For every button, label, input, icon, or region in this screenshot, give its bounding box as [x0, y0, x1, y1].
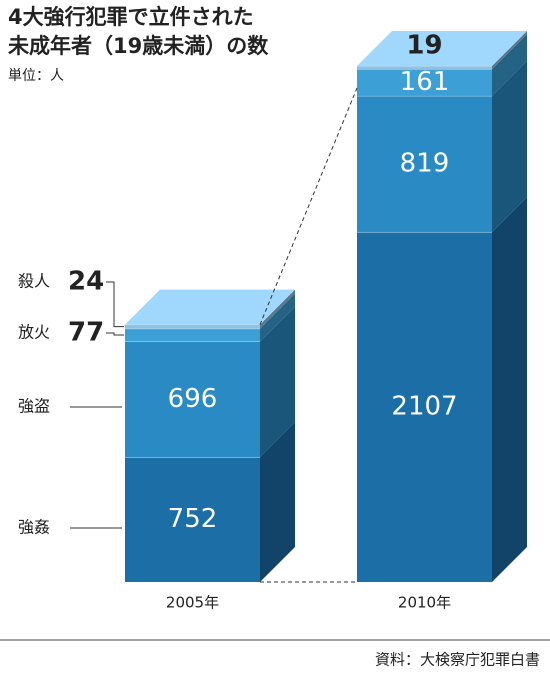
source: 資料：大検察庁犯罪白書 [375, 651, 540, 669]
subtitle: 単位：人 [8, 68, 64, 84]
legend-label: 強姦 [18, 518, 50, 537]
legend-label: 強盗 [18, 397, 50, 416]
bar-top [125, 289, 295, 325]
bar-segment [357, 69, 492, 96]
leader [106, 332, 124, 336]
bar-segment [125, 328, 260, 342]
value-label: 752 [168, 504, 218, 534]
chart-title: 4大強行犯罪で立件された [8, 5, 254, 29]
bar-segment [357, 66, 492, 70]
bar-segment [357, 95, 492, 232]
value-label: 819 [400, 148, 450, 178]
x-tick-label: 2010年 [398, 594, 451, 612]
chart-title: 未成年者（19歳未満）の数 [8, 34, 269, 58]
bar-side [260, 422, 295, 582]
bar-side [492, 196, 527, 583]
value-label: 77 [68, 318, 104, 348]
bar-segment [125, 324, 260, 329]
value-label: 161 [400, 67, 450, 97]
bar-top [357, 31, 527, 66]
value-label: 19 [406, 31, 442, 61]
x-tick-label: 2005年 [166, 594, 219, 612]
bar-side [260, 293, 295, 342]
value-label: 24 [68, 267, 104, 297]
value-label: 696 [168, 384, 218, 414]
legend-label: 放火 [18, 323, 50, 342]
value-label: 2107 [391, 391, 457, 421]
bar-segment [357, 231, 492, 583]
connector [259, 87, 358, 325]
leader [106, 281, 124, 328]
bar-side [260, 306, 295, 458]
bar-side [492, 60, 527, 232]
bar-segment [125, 457, 260, 582]
bar-side [492, 34, 527, 96]
bar-segment [125, 341, 260, 458]
legend-label: 殺人 [18, 272, 50, 291]
bar-side [492, 31, 527, 70]
bar-side [260, 289, 295, 329]
